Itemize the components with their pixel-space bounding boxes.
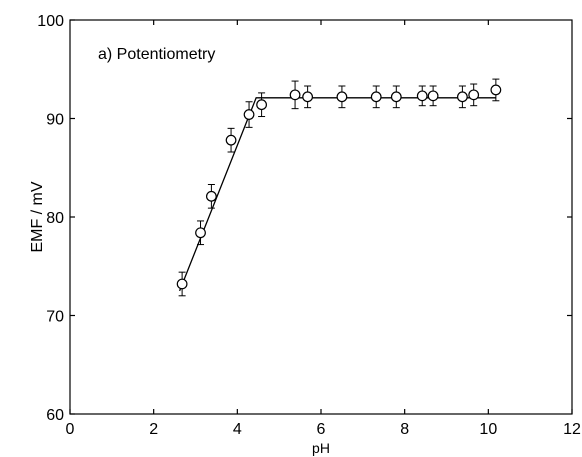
data-marker [427,90,439,102]
data-point [336,85,348,109]
y-tick-label: 70 [46,309,64,326]
data-point [176,271,188,297]
data-marker [195,227,206,239]
data-marker [256,99,267,111]
x-tick-label: 12 [563,421,581,438]
data-marker [302,91,314,103]
data-marker [289,89,301,101]
data-marker [490,84,502,96]
data-marker [243,109,255,120]
x-tick-label: 6 [317,421,326,438]
data-point [289,80,301,110]
data-marker [370,91,382,103]
data-point [416,85,428,107]
data-point [195,220,206,246]
x-axis-label: pH [312,440,330,456]
x-tick-label: 8 [400,421,409,438]
data-marker [225,134,237,146]
data-marker [456,91,468,103]
data-marker [176,278,188,290]
y-tick-label: 80 [46,210,64,227]
data-point [243,101,255,128]
data-marker [390,91,402,103]
x-tick-label: 0 [66,421,75,438]
data-point [456,85,468,109]
data-point [427,85,439,107]
data-point [370,85,382,109]
data-point [256,92,267,118]
data-marker [468,89,480,101]
y-axis-label: EMF / mV [29,181,46,252]
data-point [225,127,237,153]
fit-line [178,97,496,292]
x-tick-label: 10 [479,421,497,438]
y-tick-label: 60 [46,407,64,424]
data-point [490,78,502,102]
data-point [205,183,217,209]
y-tick-label: 90 [46,112,64,129]
y-tick-label: 100 [37,13,64,30]
chart-annotation: a) Potentiometry [98,46,215,63]
x-tick-label: 4 [233,421,242,438]
data-point [390,85,402,109]
axis-ticks: 0 2 4 6 8 10 12 60 70 80 90 100 [37,13,581,438]
data-point [302,85,314,109]
data-marker [336,91,348,103]
data-point [468,83,480,107]
data-marker [205,190,217,202]
x-tick-label: 2 [149,421,158,438]
data-marker [416,90,428,102]
plot-area [176,78,502,297]
